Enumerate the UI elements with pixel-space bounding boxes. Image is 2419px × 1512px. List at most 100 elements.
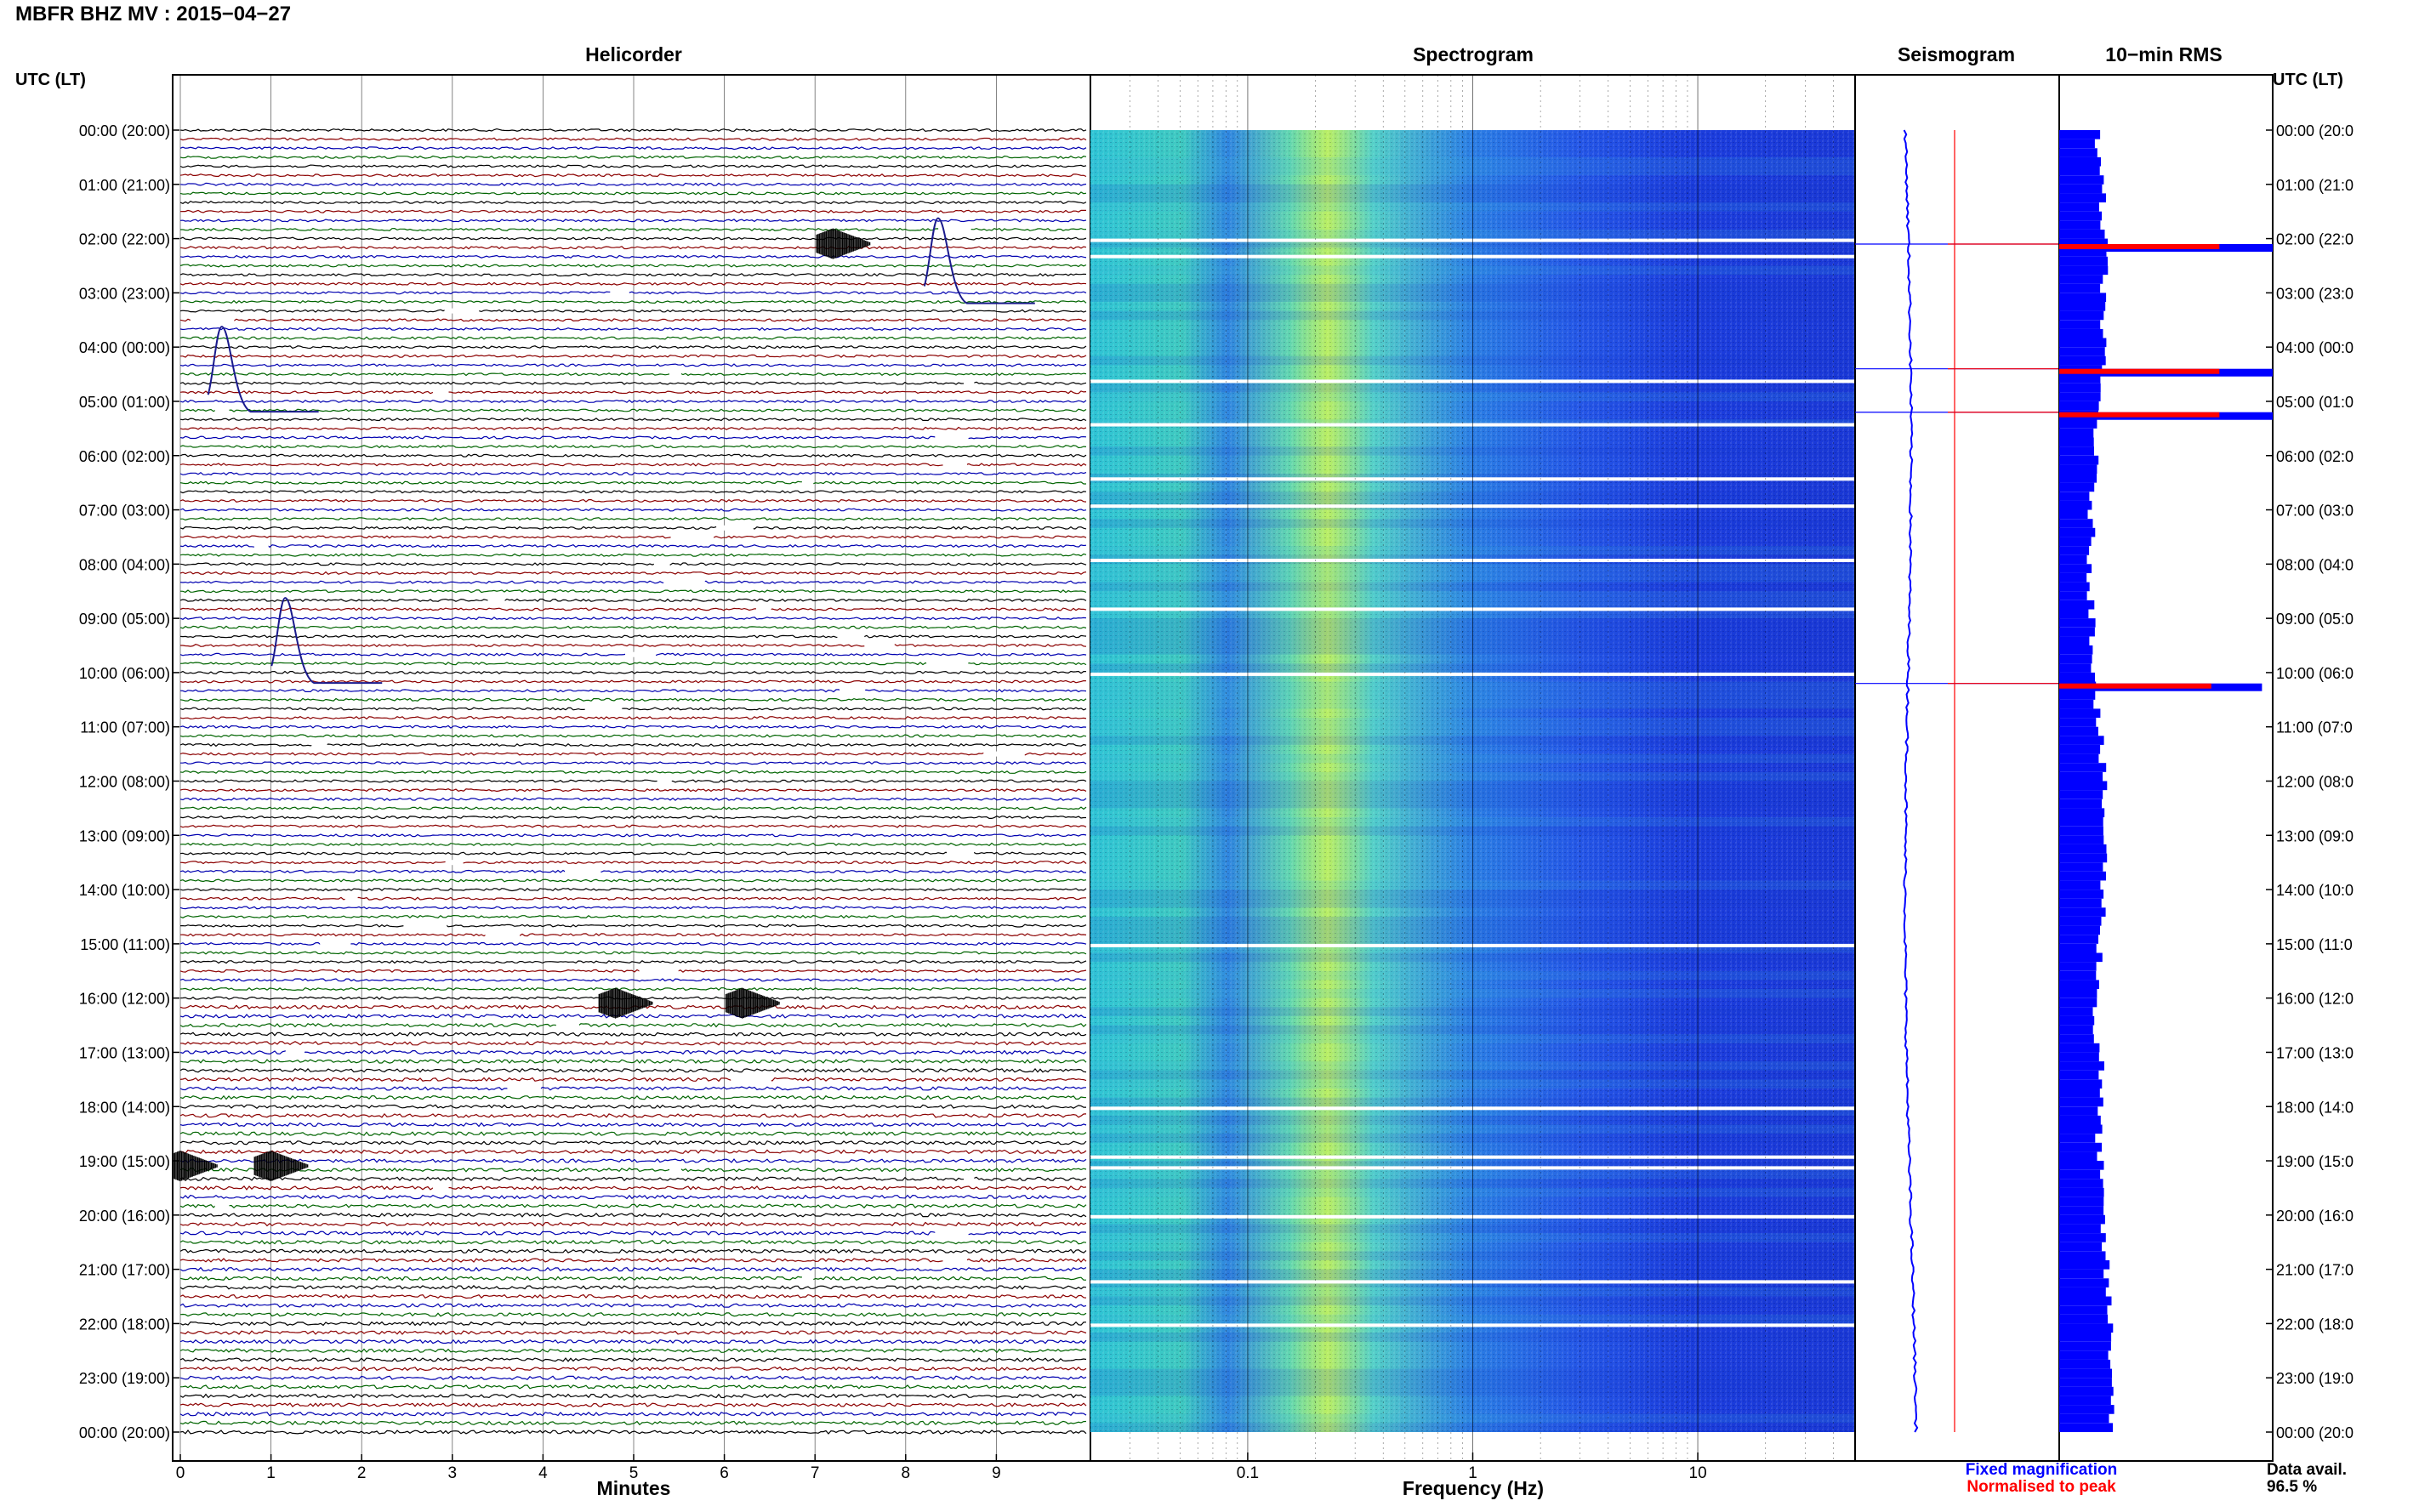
time-label-right: 07:00 (03:0 bbox=[2276, 503, 2354, 520]
time-label-right: 09:00 (05:0 bbox=[2276, 611, 2354, 628]
rms-bar bbox=[2059, 419, 2097, 429]
rms-bar bbox=[2059, 1423, 2114, 1433]
rms-bar bbox=[2059, 156, 2101, 167]
time-label-left: 23:00 (19:00) bbox=[79, 1370, 170, 1387]
helicorder-trace bbox=[180, 924, 1087, 928]
helicorder-trace bbox=[179, 969, 1087, 973]
data-gap bbox=[487, 597, 505, 603]
helicorder-trace bbox=[179, 1312, 1087, 1317]
time-label-right: 03:00 (23:0 bbox=[2276, 285, 2354, 302]
rms-bar bbox=[2059, 998, 2097, 1008]
rms-bar bbox=[2059, 265, 2109, 276]
helicorder-trace bbox=[179, 1077, 1087, 1083]
helicorder-trace bbox=[179, 309, 1087, 313]
helicorder-trace bbox=[179, 951, 1087, 955]
helicorder-trace bbox=[179, 697, 1087, 702]
time-label-right: 01:00 (21:0 bbox=[2276, 177, 2354, 194]
rms-peak-normalised bbox=[2059, 683, 2211, 689]
helicorder-trace bbox=[179, 1221, 1087, 1227]
data-gap bbox=[926, 661, 969, 667]
helicorder-trace bbox=[180, 761, 1087, 765]
rms-bar bbox=[2059, 564, 2092, 573]
rms-bar bbox=[2059, 1405, 2114, 1414]
helicorder-trace bbox=[179, 1348, 1087, 1354]
rms-bar bbox=[2059, 853, 2108, 863]
data-avail-label: Data avail. bbox=[2267, 1461, 2347, 1479]
rms-bar bbox=[2059, 935, 2098, 944]
helicorder-trace bbox=[179, 291, 1087, 295]
helicorder-trace bbox=[179, 906, 1087, 910]
rms-bar bbox=[2059, 355, 2106, 366]
rms-bar bbox=[2059, 338, 2107, 348]
rms-bar bbox=[2059, 627, 2095, 637]
helicorder-trace bbox=[179, 779, 1087, 783]
rms-bar bbox=[2059, 1305, 2108, 1315]
helicorder-trace bbox=[179, 281, 1087, 286]
time-label-left: 15:00 (11:00) bbox=[80, 936, 170, 953]
spectrogram-title: Spectrogram bbox=[1413, 43, 1534, 65]
data-gap bbox=[311, 742, 327, 747]
rms-bar bbox=[2059, 1269, 2104, 1279]
helicorder-trace bbox=[179, 707, 1087, 711]
x-tick-label: 7 bbox=[811, 1464, 820, 1482]
x-tick-label: 0 bbox=[176, 1464, 185, 1482]
rms-bar bbox=[2059, 962, 2097, 971]
helicorder-trace bbox=[179, 725, 1087, 729]
rms-bar bbox=[2059, 1043, 2100, 1053]
helicorder-trace bbox=[179, 670, 1087, 675]
rms-bar bbox=[2059, 537, 2092, 547]
time-axis-title-right: UTC (LT) bbox=[2273, 71, 2343, 89]
rms-bar bbox=[2059, 519, 2093, 528]
time-label-left: 22:00 (18:00) bbox=[79, 1316, 170, 1333]
seismogram-spikes bbox=[1855, 243, 2059, 685]
rms-bar bbox=[2059, 1187, 2104, 1197]
rms-bar bbox=[2059, 907, 2106, 917]
rms-bar bbox=[2059, 392, 2101, 401]
time-label-right: 04:00 (00:0 bbox=[2276, 339, 2354, 356]
time-label-left: 18:00 (14:00) bbox=[79, 1099, 170, 1116]
helicorder-trace bbox=[179, 535, 1087, 539]
data-gap bbox=[653, 561, 670, 567]
time-label-left: 00:00 (20:00) bbox=[79, 1424, 170, 1441]
rms-bar bbox=[2059, 943, 2097, 953]
helicorder-trace bbox=[179, 408, 1087, 412]
helicorder-trace bbox=[179, 236, 1087, 241]
helicorder-trace bbox=[179, 571, 1087, 576]
helicorder-trace bbox=[179, 1094, 1087, 1100]
time-label-right: 05:00 (01:0 bbox=[2276, 394, 2354, 411]
rms-bar bbox=[2059, 1386, 2114, 1396]
rms-peak-normalised bbox=[2059, 412, 2220, 418]
helicorder-x-axis-label: Minutes bbox=[597, 1477, 671, 1499]
rms-bar bbox=[2059, 464, 2097, 475]
helicorder-trace bbox=[179, 797, 1087, 801]
helicorder-trace bbox=[179, 978, 1087, 982]
helicorder-trace bbox=[179, 742, 1087, 747]
helicorder-trace bbox=[179, 933, 1087, 937]
time-label-right: 22:00 (18:0 bbox=[2276, 1316, 2354, 1333]
time-label-left: 00:00 (20:00) bbox=[79, 122, 170, 139]
helicorder-trace bbox=[179, 146, 1087, 151]
helicorder-trace bbox=[179, 752, 1087, 756]
rms-bar bbox=[2059, 492, 2090, 501]
rms-bar bbox=[2059, 283, 2101, 293]
data-gap bbox=[214, 407, 230, 413]
rms-bar bbox=[2059, 1124, 2103, 1134]
helicorder-trace bbox=[179, 1248, 1087, 1254]
helicorder-trace bbox=[179, 173, 1087, 178]
rms-bar bbox=[2059, 654, 2092, 664]
helicorder-trace bbox=[179, 1293, 1087, 1299]
time-label-left: 16:00 (12:00) bbox=[79, 991, 170, 1008]
helicorder-trace bbox=[179, 390, 1087, 395]
rms-bar bbox=[2059, 175, 2104, 185]
rms-bar bbox=[2059, 898, 2102, 908]
data-gap bbox=[432, 389, 449, 395]
rms-bar bbox=[2059, 238, 2109, 248]
rms-bar bbox=[2059, 835, 2104, 844]
rms-bar bbox=[2059, 736, 2104, 745]
data-gap bbox=[755, 606, 771, 612]
helicorder-trace bbox=[179, 345, 1087, 350]
data-gap bbox=[837, 634, 865, 639]
x-tick-label: 1 bbox=[266, 1464, 276, 1482]
data-gap bbox=[864, 643, 895, 648]
rms-bar bbox=[2059, 546, 2090, 555]
